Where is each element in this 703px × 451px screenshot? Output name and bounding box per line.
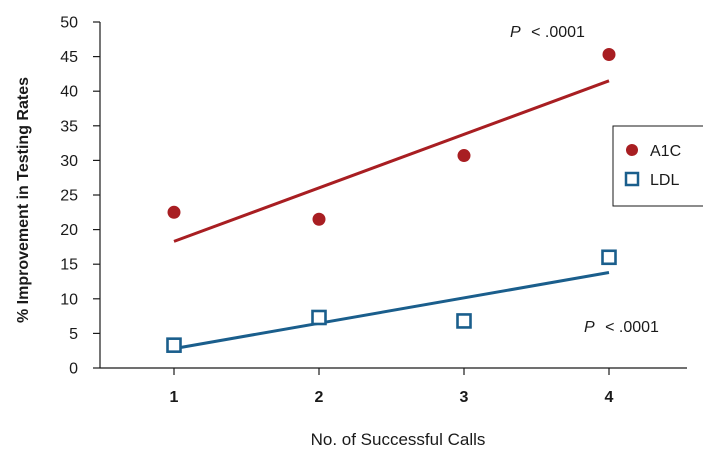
legend-a1c-marker [626, 144, 638, 156]
x-ticks: 1 2 3 4 [170, 368, 614, 406]
x-tick-label: 4 [605, 389, 614, 406]
y-tick-label: 35 [60, 118, 78, 135]
x-tick-label: 1 [170, 389, 179, 406]
legend: A1C LDL [612, 125, 703, 207]
x-tick-label: 3 [460, 389, 469, 406]
y-tick-label: 5 [69, 326, 78, 343]
ldl-trend-line [173, 271, 610, 351]
ldl-p-letter: P [584, 319, 595, 336]
ldl-p-rest: < .0001 [605, 319, 659, 336]
a1c-point [167, 205, 181, 219]
legend-box [612, 125, 703, 207]
ldl-point [166, 337, 182, 353]
y-tick-label: 15 [60, 257, 78, 274]
x-axis-title: No. of Successful Calls [311, 430, 486, 449]
legend-ldl-label: LDL [650, 172, 679, 189]
markers [166, 48, 617, 353]
a1c-point [457, 149, 471, 163]
y-tick-label: 10 [60, 291, 78, 308]
y-tick-label: 50 [60, 15, 78, 32]
ldl-point [601, 249, 617, 266]
y-tick-label: 25 [60, 188, 78, 205]
y-axis-title: % Improvement in Testing Rates [15, 77, 32, 323]
trend-lines [173, 79, 610, 351]
y-ticks: 0 5 10 15 20 25 30 35 40 45 50 [60, 15, 100, 378]
a1c-p-value-annotation: P < .0001 [510, 24, 585, 41]
a1c-p-letter: P [510, 24, 521, 41]
ldl-p-value-annotation: P < .0001 [584, 319, 659, 336]
y-tick-label: 20 [60, 222, 78, 239]
a1c-trend-line [173, 79, 610, 243]
ldl-point [456, 313, 472, 329]
ldl-point [311, 309, 327, 326]
y-tick-label: 0 [69, 361, 78, 378]
a1c-point [602, 48, 616, 62]
x-tick-label: 2 [315, 389, 324, 406]
a1c-p-rest: < .0001 [531, 24, 585, 41]
y-tick-label: 40 [60, 84, 78, 101]
legend-ldl-marker [624, 171, 640, 187]
a1c-point [312, 212, 326, 226]
y-tick-label: 30 [60, 153, 78, 170]
legend-a1c-label: A1C [650, 143, 681, 160]
y-tick-label: 45 [60, 49, 78, 66]
